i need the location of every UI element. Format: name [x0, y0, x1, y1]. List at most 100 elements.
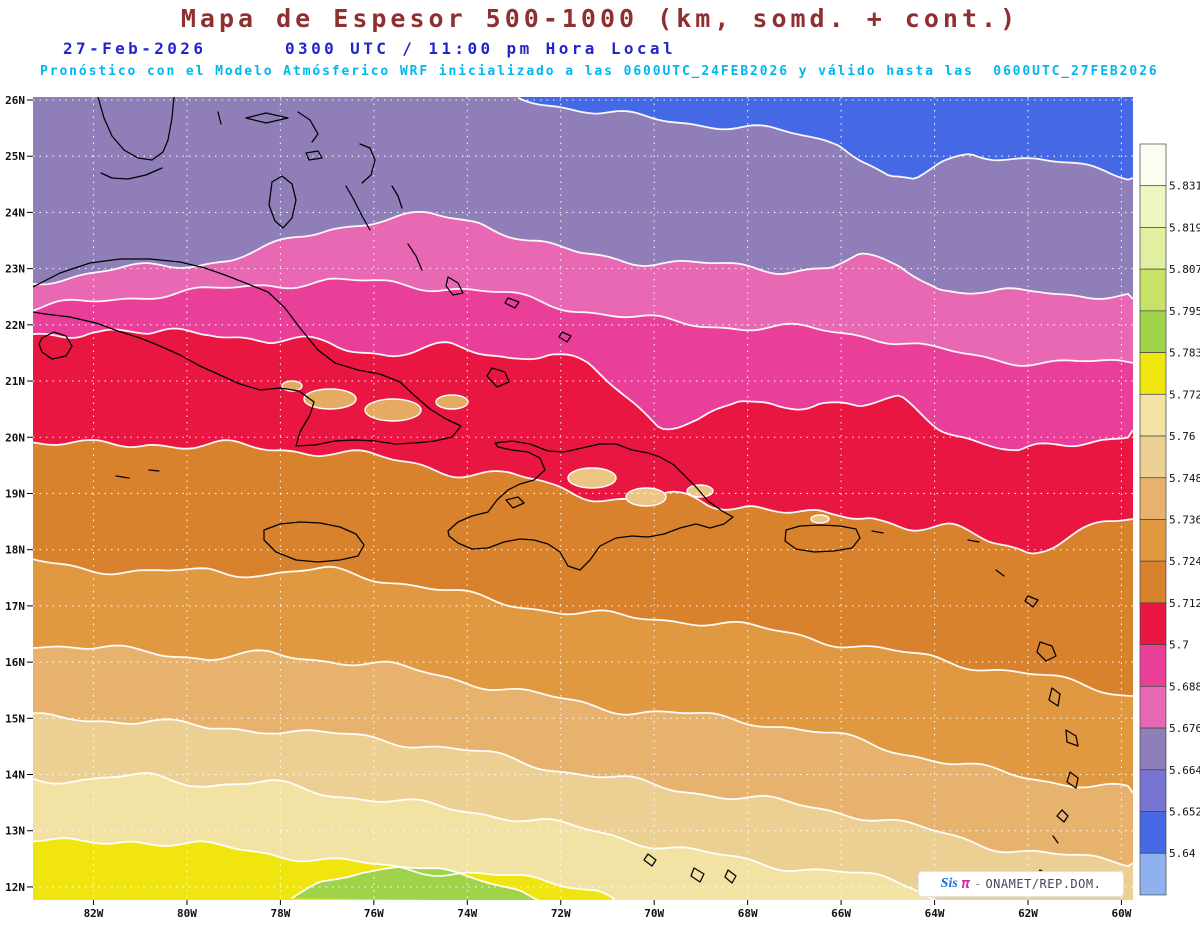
contour-line [33, 712, 1133, 868]
coastline-cayman-brac [148, 469, 160, 472]
colorbar-label: 5.748 [1169, 472, 1200, 485]
coastline-grand-cayman [115, 475, 130, 479]
lat-label-16N: 16N [5, 656, 25, 669]
colorbar-segment-7 [1139, 435, 1167, 479]
colorbar-segment-0 [1139, 143, 1167, 187]
colorbar-segment-17 [1139, 852, 1167, 896]
coastline-isla-juventud [38, 331, 73, 360]
colorbar-segment-12 [1139, 644, 1167, 687]
terrain-patch [625, 487, 667, 507]
colorbar-label: 5.772 [1169, 388, 1200, 401]
coastline-aruba [643, 853, 657, 867]
colorbar-segment-15 [1139, 769, 1167, 812]
lat-label-20N: 20N [5, 431, 25, 444]
lon-label-72W: 72W [551, 907, 571, 920]
lat-label-24N: 24N [5, 206, 25, 219]
colorbar-label: 5.831 [1169, 180, 1200, 193]
coastline-hispaniola [447, 440, 734, 571]
colorbar-label: 5.676 [1169, 722, 1200, 735]
colorbar-segment-9 [1139, 519, 1167, 562]
colorbar-label: 5.783 [1169, 347, 1200, 360]
band-blue [518, 97, 1133, 180]
coastline-virgin-islands [871, 530, 884, 534]
colorbar-segment-14 [1139, 727, 1167, 771]
watermark-badge: Sis π - ONAMET/REP.DOM. [918, 871, 1124, 897]
coastline-st-kitts [995, 569, 1005, 577]
coastline-antigua [1024, 595, 1039, 608]
terrain-patch [364, 398, 422, 422]
forecast-date: 27-Feb-2026 [63, 39, 207, 58]
colorbar-label: 5.64 [1169, 847, 1196, 860]
contour-line [33, 277, 1133, 367]
band-yellow-green [292, 866, 538, 900]
coastline-jamaica [263, 521, 365, 563]
lat-label-17N: 17N [5, 600, 25, 613]
coastline-new-providence [305, 150, 323, 161]
coastline-florida-keys [100, 167, 163, 180]
coastline-guadeloupe [1036, 641, 1057, 662]
contour-line [517, 97, 1133, 181]
contour-line [33, 837, 615, 900]
model-run-note: Pronóstico con el Modelo Atmósferico WRF… [40, 64, 1159, 79]
pi-symbol: π [961, 876, 971, 892]
lon-label-64W: 64W [925, 907, 945, 920]
lon-label-62W: 62W [1018, 907, 1038, 920]
lat-label-26N: 26N [5, 94, 25, 107]
lon-label-70W: 70W [644, 907, 664, 920]
contour-line [33, 210, 1133, 300]
lon-label-80W: 80W [177, 907, 197, 920]
coastline-bonaire [724, 869, 737, 884]
lon-label-78W: 78W [270, 907, 290, 920]
lon-label-74W: 74W [457, 907, 477, 920]
contour-line [33, 439, 1133, 555]
colorbar-label: 5.795 [1169, 305, 1200, 318]
contour-line [33, 327, 1133, 452]
forecast-time: 0300 UTC / 11:00 pm Hora Local [285, 39, 676, 58]
terrain-patch [435, 394, 469, 410]
terrain-patch [810, 514, 830, 524]
coastline-cuba [33, 258, 462, 447]
watermark-separator: - [974, 877, 982, 891]
coastline-dominica [1048, 687, 1061, 707]
lat-label-13N: 13N [5, 825, 25, 838]
coastline-eleuthera [359, 143, 376, 184]
coastline-long-island [407, 243, 423, 271]
lon-label-68W: 68W [738, 907, 758, 920]
colorbar-segment-11 [1139, 602, 1167, 645]
watermark-brand: Sis [940, 876, 958, 891]
coastline-turks-caicos [558, 331, 572, 343]
lat-label-18N: 18N [5, 544, 25, 557]
colorbar-label: 5.819 [1169, 221, 1200, 234]
colorbar-segment-13 [1139, 686, 1167, 729]
lon-label-82W: 82W [84, 907, 104, 920]
lon-label-60W: 60W [1112, 907, 1132, 920]
coastline-st-lucia [1066, 771, 1079, 789]
watermark-org: ONAMET/REP.DOM. [985, 877, 1102, 891]
lat-label-22N: 22N [5, 319, 25, 332]
terrain-patch [567, 467, 617, 489]
coastline-andros [268, 175, 297, 229]
colorbar-label: 5.664 [1169, 764, 1200, 777]
lat-label-12N: 12N [5, 881, 25, 894]
coastline-gonave [505, 496, 525, 509]
colorbar-label: 5.736 [1169, 513, 1200, 526]
lat-label-25N: 25N [5, 150, 25, 163]
lat-label-14N: 14N [5, 769, 25, 782]
colorbar-label: 5.76 [1169, 430, 1196, 443]
coastline-exuma [345, 185, 371, 231]
colorbar-label: 5.712 [1169, 597, 1200, 610]
coastline-inagua [486, 367, 510, 388]
colorbar-segment-8 [1139, 477, 1167, 520]
colorbar-label: 5.688 [1169, 680, 1200, 693]
colorbar-label: 5.7 [1169, 639, 1189, 652]
contour-line [33, 644, 1133, 794]
map-area [33, 97, 1133, 900]
coastline-martinique [1065, 729, 1079, 747]
colorbar-segment-2 [1139, 227, 1167, 270]
colorbar-segment-16 [1139, 811, 1167, 854]
colorbar-segment-6 [1139, 393, 1167, 437]
coastline-crooked-acklins [445, 276, 464, 296]
lat-label-23N: 23N [5, 263, 25, 276]
